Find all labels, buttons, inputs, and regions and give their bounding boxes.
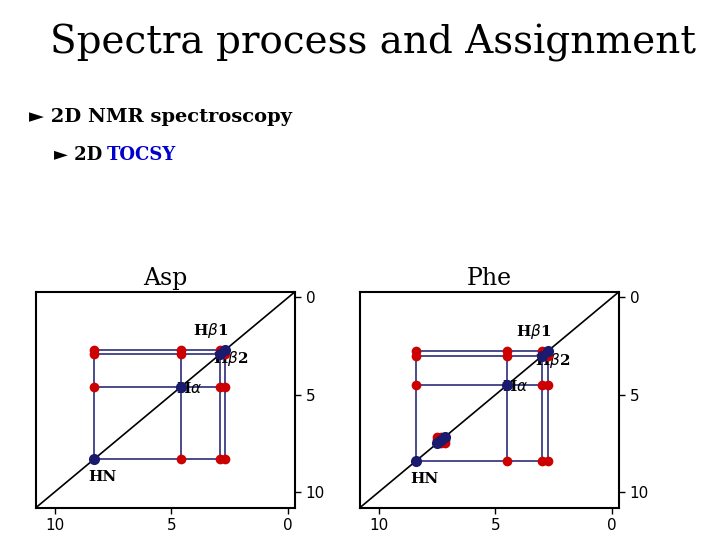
Text: HN: HN (89, 470, 117, 484)
Title: Phe: Phe (467, 267, 512, 289)
Title: Asp: Asp (143, 267, 188, 289)
Text: H$\alpha$: H$\alpha$ (503, 379, 528, 394)
Text: H$\beta$2: H$\beta$2 (535, 351, 570, 370)
Text: TOCSY: TOCSY (107, 146, 176, 164)
Text: H$\alpha$: H$\alpha$ (176, 381, 202, 396)
Text: H$\beta$1: H$\beta$1 (516, 322, 552, 341)
Text: $\varepsilon$: $\varepsilon$ (438, 435, 446, 448)
Text: ► 2D NMR spectroscopy: ► 2D NMR spectroscopy (29, 108, 292, 126)
Text: H$\beta$1: H$\beta$1 (194, 321, 229, 340)
Text: Spectra process and Assignment: Spectra process and Assignment (50, 24, 696, 62)
Text: H$\beta$2: H$\beta$2 (213, 349, 248, 368)
Text: $\delta$: $\delta$ (435, 438, 444, 451)
Text: HN: HN (410, 471, 438, 485)
Text: ► 2D: ► 2D (54, 146, 109, 164)
Text: $\zeta$: $\zeta$ (441, 431, 451, 449)
